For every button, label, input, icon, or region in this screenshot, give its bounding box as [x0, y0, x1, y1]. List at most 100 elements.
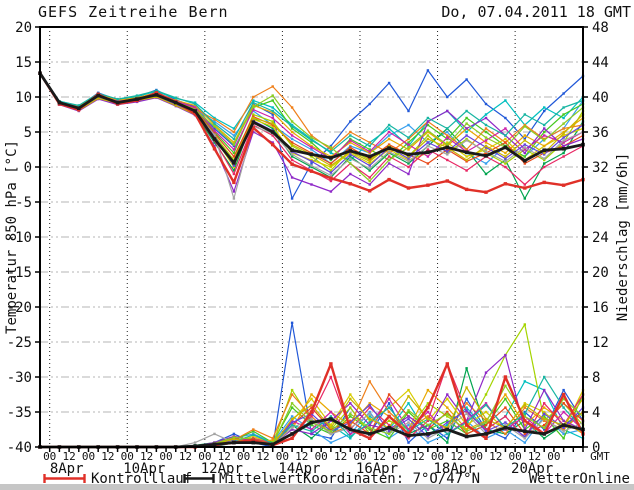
member-temp-line-marker	[349, 146, 352, 149]
left-tick-label: -25	[7, 335, 32, 351]
member-temp-line-marker	[523, 123, 526, 127]
member-temp-line-marker	[387, 155, 391, 158]
mean-temp-line-marker	[173, 100, 178, 105]
member-temp-line-marker	[387, 143, 391, 146]
coordinates-label: Koordinaten: 7°O/47°N	[303, 471, 481, 487]
mean-temp-line-marker	[387, 146, 391, 150]
mean-temp-line-marker	[115, 100, 120, 105]
member-precip-line-marker	[465, 409, 468, 412]
member-temp-line-marker	[271, 134, 274, 137]
member-temp-line-marker	[193, 101, 197, 104]
member-temp-line-marker	[426, 116, 430, 120]
member-temp-line-marker	[407, 136, 410, 139]
member-temp-line-marker	[523, 148, 526, 151]
member-temp-line-marker	[484, 144, 488, 148]
member-temp-line-marker	[446, 95, 449, 99]
member-temp-line-marker	[232, 144, 236, 148]
hour-label: 12	[62, 450, 75, 463]
member-temp-line-marker	[543, 127, 546, 130]
member-temp-line-marker	[562, 141, 565, 144]
member-temp-line-marker	[329, 164, 333, 167]
member-precip-line-marker	[484, 423, 488, 427]
member-temp-line-marker	[543, 109, 546, 113]
member-temp-line-marker	[387, 127, 391, 130]
member-temp-line-marker	[310, 165, 313, 169]
member-precip-line-marker	[232, 437, 236, 441]
right-tick-label: 20	[592, 265, 609, 281]
mean-temp-line-marker	[96, 93, 100, 98]
hour-label: 00	[470, 450, 483, 463]
mean-precip-line-marker	[406, 433, 411, 438]
member-precip-line-marker	[310, 417, 313, 421]
member-precip-line-marker	[271, 438, 274, 442]
control-temp-line-marker	[561, 183, 566, 187]
member-precip-line-marker	[407, 388, 410, 392]
mean-precip-line-marker	[270, 442, 275, 447]
member-temp-line	[39, 72, 584, 167]
right-tick-label: 36	[592, 125, 609, 141]
member-temp-line-marker	[368, 158, 371, 162]
member-precip-line-marker	[504, 393, 507, 396]
mean-label: Mittelwert	[219, 471, 304, 487]
member-temp-line-marker	[484, 139, 488, 142]
member-temp-line-marker	[290, 176, 294, 179]
mean-precip-line-marker	[561, 423, 566, 427]
member-precip-line-marker	[407, 423, 410, 427]
mean-precip-line-marker	[542, 432, 546, 436]
member-temp-line-marker	[349, 120, 352, 123]
member-temp-line-marker	[290, 141, 294, 144]
member-temp-line-marker	[349, 153, 352, 156]
member-temp-line-marker	[387, 130, 391, 134]
member-temp-line-marker	[504, 137, 507, 141]
member-temp-line-marker	[77, 104, 80, 107]
hour-label: 12	[101, 450, 114, 463]
hour-label: 00	[276, 450, 289, 463]
member-temp-line-marker	[446, 127, 449, 130]
member-precip-line-marker	[426, 419, 430, 422]
member-precip-line-marker	[465, 432, 468, 436]
member-temp-line-marker	[426, 162, 430, 165]
member-temp-line-marker	[465, 137, 468, 141]
member-precip-line-marker	[523, 432, 526, 436]
member-precip-line-marker	[446, 415, 449, 418]
member-temp-line-marker	[504, 155, 507, 158]
control-temp-line-marker	[445, 179, 449, 183]
mean-temp-line-marker	[348, 149, 353, 153]
member-temp-line-marker	[349, 130, 352, 134]
control-temp-line-marker	[484, 190, 488, 194]
member-precip-line-marker	[465, 367, 468, 370]
member-precip-line-marker	[368, 426, 371, 429]
member-temp-line-marker	[504, 116, 507, 120]
member-precip-line-marker	[349, 412, 352, 415]
member-precip-line-marker	[426, 428, 430, 431]
member-temp-line-marker	[290, 134, 294, 137]
member-precip-line-marker	[543, 423, 546, 427]
member-temp-line-marker	[484, 141, 488, 144]
member-temp-line-marker	[329, 165, 333, 169]
member-precip-line-marker	[543, 415, 546, 418]
member-precip-line-marker	[310, 423, 313, 427]
member-precip-line-marker	[349, 415, 352, 418]
hour-label: 00	[547, 450, 560, 463]
member-temp-line-marker	[290, 127, 294, 130]
member-temp-line-marker	[484, 116, 488, 120]
member-temp-line-marker	[349, 157, 352, 160]
member-temp-line-marker	[426, 69, 430, 72]
member-precip-line-marker	[310, 432, 313, 436]
member-precip-line-marker	[484, 393, 488, 396]
member-temp-line-marker	[174, 104, 177, 107]
date-label: 16Apr	[356, 461, 398, 477]
hour-label: 12	[256, 450, 269, 463]
member-precip-line-marker	[407, 415, 410, 418]
member-temp-line-marker	[562, 136, 565, 139]
control-temp-line-marker	[290, 162, 294, 166]
member-temp-line-marker	[290, 130, 294, 134]
member-temp-line-marker	[368, 141, 371, 144]
date-label: 20Apr	[511, 461, 553, 477]
member-temp-line-marker	[329, 171, 333, 174]
member-precip-line-marker	[504, 421, 507, 424]
member-temp-line-marker	[368, 102, 371, 106]
member-temp-line-marker	[504, 141, 507, 144]
member-temp-line-marker	[446, 143, 449, 146]
